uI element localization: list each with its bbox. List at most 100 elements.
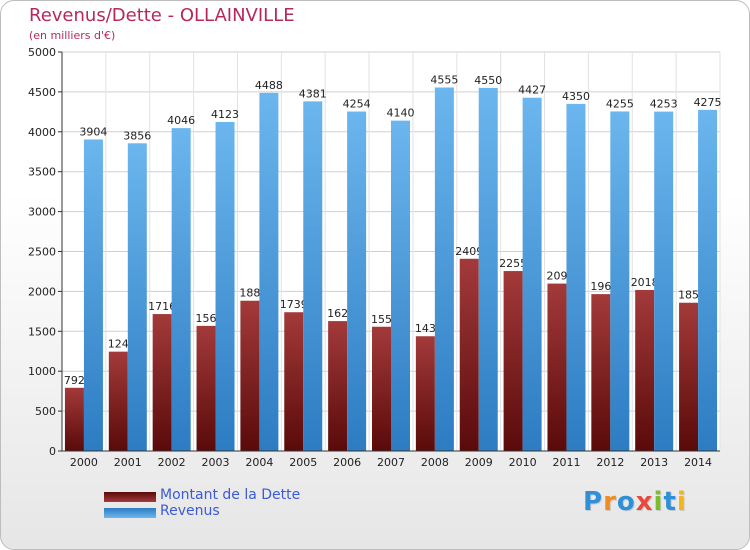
data-label-revenus: 4046 bbox=[167, 114, 195, 127]
x-tick-label: 2005 bbox=[289, 456, 317, 469]
y-tick-label: 4500 bbox=[28, 86, 56, 99]
bar-revenus bbox=[127, 143, 147, 451]
bar-revenus bbox=[303, 101, 323, 451]
y-tick-label: 2000 bbox=[28, 285, 56, 298]
logo-letter: i bbox=[676, 487, 687, 517]
x-tick-label: 2006 bbox=[333, 456, 361, 469]
data-label-dette: 162 bbox=[327, 307, 348, 320]
bar-revenus bbox=[391, 120, 410, 452]
chart-title: Revenus/Dette - OLLAINVILLE bbox=[29, 5, 295, 26]
y-tick-label: 1000 bbox=[28, 365, 56, 378]
bar-dette bbox=[635, 289, 655, 451]
bar-dette bbox=[547, 283, 567, 451]
bar-dette bbox=[64, 387, 84, 451]
legend-swatch-revenus bbox=[104, 508, 156, 518]
x-tick-label: 2013 bbox=[640, 456, 668, 469]
bar-revenus bbox=[83, 139, 103, 451]
x-tick-label: 2000 bbox=[70, 456, 98, 469]
x-tick-label: 2010 bbox=[509, 456, 537, 469]
y-tick-label: 1500 bbox=[28, 325, 56, 338]
data-label-revenus: 4253 bbox=[650, 98, 678, 111]
bar-dette bbox=[591, 294, 611, 451]
data-label-dette: 792 bbox=[64, 374, 85, 387]
x-tick-label: 2002 bbox=[158, 456, 186, 469]
bar-dette bbox=[328, 321, 348, 451]
bar-dette bbox=[503, 271, 523, 451]
data-label-dette: 1739 bbox=[280, 298, 308, 311]
logo-letter: x bbox=[635, 487, 654, 517]
logo-letter: t bbox=[663, 487, 677, 517]
logo-letter: i bbox=[653, 487, 664, 517]
bar-revenus bbox=[434, 87, 454, 452]
y-tick-label: 3000 bbox=[28, 206, 56, 219]
data-label-dette: 185 bbox=[678, 289, 699, 302]
logo-letter: P bbox=[583, 487, 604, 517]
bar-dette bbox=[196, 325, 216, 451]
data-label-revenus: 4555 bbox=[430, 74, 458, 87]
data-label-revenus: 4140 bbox=[387, 107, 415, 120]
x-tick-label: 2004 bbox=[245, 456, 273, 469]
bar-revenus bbox=[698, 109, 718, 451]
x-tick-label: 2007 bbox=[377, 456, 405, 469]
bar-dette bbox=[284, 312, 304, 451]
data-label-revenus: 4255 bbox=[606, 97, 634, 110]
data-label-revenus: 4123 bbox=[211, 108, 239, 121]
data-label-revenus: 4427 bbox=[518, 84, 546, 97]
y-tick-label: 500 bbox=[35, 405, 56, 418]
data-label-dette: 2255 bbox=[499, 257, 527, 270]
bar-revenus bbox=[654, 111, 674, 452]
bar-dette bbox=[679, 302, 699, 451]
data-label-dette: 124 bbox=[108, 338, 129, 351]
data-label-revenus: 3856 bbox=[123, 129, 151, 142]
data-label-dette: 196 bbox=[590, 280, 611, 293]
bar-dette bbox=[415, 336, 435, 451]
legend-label-dette: Montant de la Dette bbox=[160, 487, 301, 503]
bar-dette bbox=[372, 326, 391, 451]
data-label-revenus: 4275 bbox=[694, 96, 722, 109]
bar-revenus bbox=[171, 128, 191, 451]
data-label-revenus: 4488 bbox=[255, 79, 283, 92]
data-label-dette: 2018 bbox=[631, 276, 659, 289]
data-label-revenus: 4254 bbox=[343, 98, 371, 111]
x-tick-label: 2014 bbox=[684, 456, 712, 469]
bar-revenus bbox=[478, 87, 498, 451]
y-tick-label: 0 bbox=[49, 445, 56, 458]
chart-subtitle: (en milliers d'€) bbox=[29, 29, 116, 42]
data-label-dette: 155 bbox=[371, 313, 392, 326]
y-tick-label: 4000 bbox=[28, 126, 56, 139]
bar-dette bbox=[108, 351, 128, 451]
bar-revenus bbox=[522, 97, 542, 451]
bar-revenus bbox=[259, 92, 279, 451]
data-label-dette: 143 bbox=[415, 322, 436, 335]
legend-swatch-dette bbox=[104, 492, 156, 502]
bar-dette bbox=[152, 314, 172, 451]
x-tick-label: 2009 bbox=[465, 456, 493, 469]
x-tick-label: 2003 bbox=[202, 456, 230, 469]
bar-revenus bbox=[215, 121, 235, 452]
bar-dette bbox=[459, 258, 479, 451]
bar-revenus bbox=[347, 111, 367, 452]
data-label-dette: 188 bbox=[239, 287, 260, 300]
x-tick-label: 2001 bbox=[114, 456, 142, 469]
x-tick-label: 2008 bbox=[421, 456, 449, 469]
y-tick-label: 5000 bbox=[28, 46, 56, 59]
proxiti-logo: Proxiti bbox=[583, 487, 687, 517]
x-tick-label: 2011 bbox=[552, 456, 580, 469]
data-label-dette: 2409 bbox=[455, 245, 483, 258]
data-label-dette: 1716 bbox=[148, 300, 176, 313]
data-label-revenus: 4350 bbox=[562, 90, 590, 103]
logo-letter: o bbox=[616, 487, 636, 517]
data-label-revenus: 3904 bbox=[79, 125, 107, 138]
data-label-revenus: 4550 bbox=[474, 74, 502, 87]
bar-dette bbox=[240, 300, 260, 451]
data-label-dette: 209 bbox=[546, 270, 567, 283]
legend-label-revenus: Revenus bbox=[160, 503, 220, 519]
y-tick-label: 3500 bbox=[28, 166, 56, 179]
data-label-dette: 156 bbox=[196, 312, 217, 325]
bar-revenus bbox=[566, 103, 586, 452]
data-label-revenus: 4381 bbox=[299, 87, 327, 100]
logo-letter: r bbox=[603, 487, 617, 517]
y-tick-label: 2500 bbox=[28, 246, 56, 259]
